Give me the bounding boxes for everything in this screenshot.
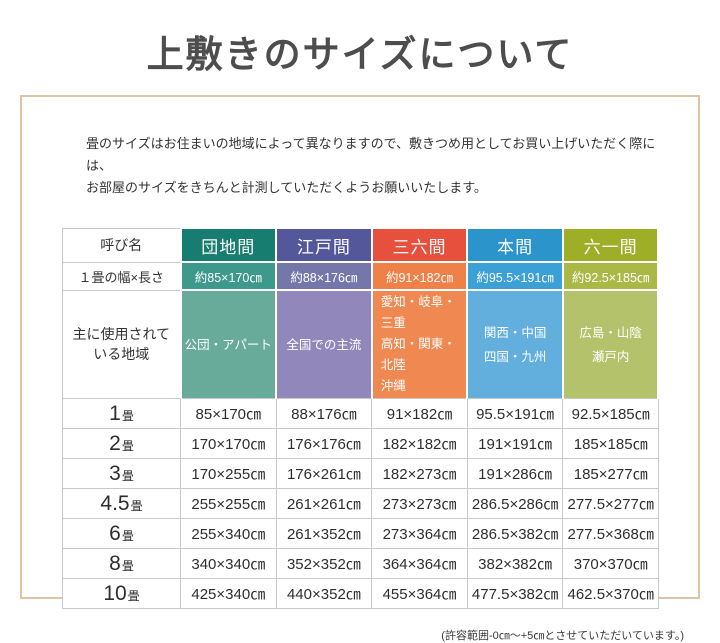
size-cell: 255×255㎝ <box>180 488 277 519</box>
size-row-3jo: 3畳 170×255㎝ 176×261㎝ 182×273㎝ 191×286㎝ 1… <box>62 458 659 489</box>
region-cell-sanrokuma: 愛知・岐阜・三重 高知・関東・北陸 沖縄 <box>370 289 469 399</box>
row-label-region: 主に使用されて いる地域 <box>62 289 181 399</box>
size-cell: 88×176㎝ <box>275 398 373 429</box>
description-line-2: お部屋のサイズをきちんと計測していただくようお願いいたします。 <box>86 180 487 195</box>
size-row-6jo: 6畳 255×340㎝ 261×352㎝ 273×364㎝ 286.5×382㎝… <box>62 518 659 549</box>
region-cell-danchima: 公団・アパート <box>179 289 278 399</box>
size-row-2jo: 2畳 170×170㎝ 176×176㎝ 182×182㎝ 191×191㎝ 1… <box>62 428 659 459</box>
size-cell: 182×182㎝ <box>371 428 468 459</box>
row-label-8jo: 8畳 <box>62 548 181 579</box>
size-cell: 340×340㎝ <box>180 548 277 579</box>
size-cell: 277.5×277㎝ <box>562 488 659 519</box>
size-cell: 95.5×191㎝ <box>466 398 564 429</box>
size-row-4-5jo: 4.5畳 255×255㎝ 261×261㎝ 273×273㎝ 286.5×28… <box>62 488 659 519</box>
tolerance-note: (許容範囲-0㎝～+5㎝とさせていただいています。) <box>441 630 684 642</box>
size-cell: 440×352㎝ <box>275 578 373 609</box>
size-cell: 261×352㎝ <box>275 518 373 549</box>
row-label-10jo: 10畳 <box>62 578 181 609</box>
size-cell: 191×286㎝ <box>466 458 564 489</box>
size-cell: 176×261㎝ <box>275 458 373 489</box>
row-label-4-5jo: 4.5畳 <box>62 488 181 519</box>
width-cell-edoma: 約88×176㎝ <box>275 261 373 291</box>
column-header-sanrokuma: 三六間 <box>370 227 469 263</box>
size-cell: 273×273㎝ <box>371 488 468 519</box>
size-row-8jo: 8畳 340×340㎝ 352×352㎝ 364×364㎝ 382×382㎝ 3… <box>62 548 659 579</box>
size-cell: 91×182㎝ <box>371 398 468 429</box>
region-row: 主に使用されて いる地域 公団・アパート 全国での主流 愛知・岐阜・三重 高知・… <box>62 289 660 399</box>
column-header-honma: 本間 <box>466 227 564 263</box>
row-label-6jo: 6畳 <box>62 518 181 549</box>
size-cell: 185×185㎝ <box>562 428 659 459</box>
size-cell: 364×364㎝ <box>371 548 468 579</box>
region-cell-rokuichima: 広島・山陰 瀬戸内 <box>561 289 660 399</box>
size-cell: 255×340㎝ <box>180 518 277 549</box>
row-label-2jo: 2畳 <box>62 428 181 459</box>
size-row-10jo: 10畳 425×340㎝ 440×352㎝ 455×364㎝ 477.5×382… <box>62 578 659 609</box>
size-cell: 170×170㎝ <box>180 428 277 459</box>
size-cell: 261×261㎝ <box>275 488 373 519</box>
width-cell-sanrokuma: 約91×182㎝ <box>370 261 469 291</box>
region-cell-edoma: 全国での主流 <box>275 289 373 399</box>
size-cell: 425×340㎝ <box>180 578 277 609</box>
size-cell: 462.5×370㎝ <box>562 578 659 609</box>
corner-header-yobina: 呼び名 <box>62 227 181 263</box>
width-cell-honma: 約95.5×191㎝ <box>466 261 564 291</box>
description: 畳のサイズはお住まいの地域によって異なりますので、敷きつめ用としてお買い上げいた… <box>86 133 678 199</box>
size-cell: 176×176㎝ <box>275 428 373 459</box>
row-label-3jo: 3畳 <box>62 458 181 489</box>
size-row-1jo: 1畳 85×170㎝ 88×176㎝ 91×182㎝ 95.5×191㎝ 92.… <box>62 398 659 429</box>
tatami-width-row: １畳の幅×長さ 約85×170㎝ 約88×176㎝ 約91×182㎝ 約95.5… <box>62 261 660 291</box>
size-cell: 455×364㎝ <box>371 578 468 609</box>
size-cell: 370×370㎝ <box>562 548 659 579</box>
page-title: 上敷きのサイズについて <box>146 35 574 76</box>
size-cell: 182×273㎝ <box>371 458 468 489</box>
size-cell: 477.5×382㎝ <box>466 578 564 609</box>
size-cell: 286.5×286㎝ <box>466 488 564 519</box>
row-label-width: １畳の幅×長さ <box>62 261 181 291</box>
width-cell-rokuichima: 約92.5×185㎝ <box>561 261 660 291</box>
content-frame: 畳のサイズはお住まいの地域によって異なりますので、敷きつめ用としてお買い上げいた… <box>20 95 700 642</box>
region-cell-honma: 関西・中国 四国・九州 <box>466 289 564 399</box>
size-cell: 170×255㎝ <box>180 458 277 489</box>
tatami-size-table: 呼び名 団地間 江戸間 三六間 本間 六一間 １畳の幅×長さ 約85×170㎝ … <box>62 227 660 609</box>
size-cell: 191×191㎝ <box>466 428 564 459</box>
row-label-1jo: 1畳 <box>62 398 181 429</box>
size-cell: 273×364㎝ <box>371 518 468 549</box>
width-cell-danchima: 約85×170㎝ <box>179 261 278 291</box>
size-cell: 382×382㎝ <box>466 548 564 579</box>
size-cell: 92.5×185㎝ <box>562 398 659 429</box>
description-line-1: 畳のサイズはお住まいの地域によって異なりますので、敷きつめ用としてお買い上げいた… <box>86 136 656 173</box>
column-header-rokuichima: 六一間 <box>561 227 660 263</box>
size-cell: 286.5×382㎝ <box>466 518 564 549</box>
size-cell: 85×170㎝ <box>180 398 277 429</box>
column-header-edoma: 江戸間 <box>275 227 373 263</box>
size-cell: 277.5×368㎝ <box>562 518 659 549</box>
size-cell: 352×352㎝ <box>275 548 373 579</box>
size-cell: 185×277㎝ <box>562 458 659 489</box>
column-header-danchima: 団地間 <box>179 227 278 263</box>
table-header-row: 呼び名 団地間 江戸間 三六間 本間 六一間 <box>62 227 660 263</box>
